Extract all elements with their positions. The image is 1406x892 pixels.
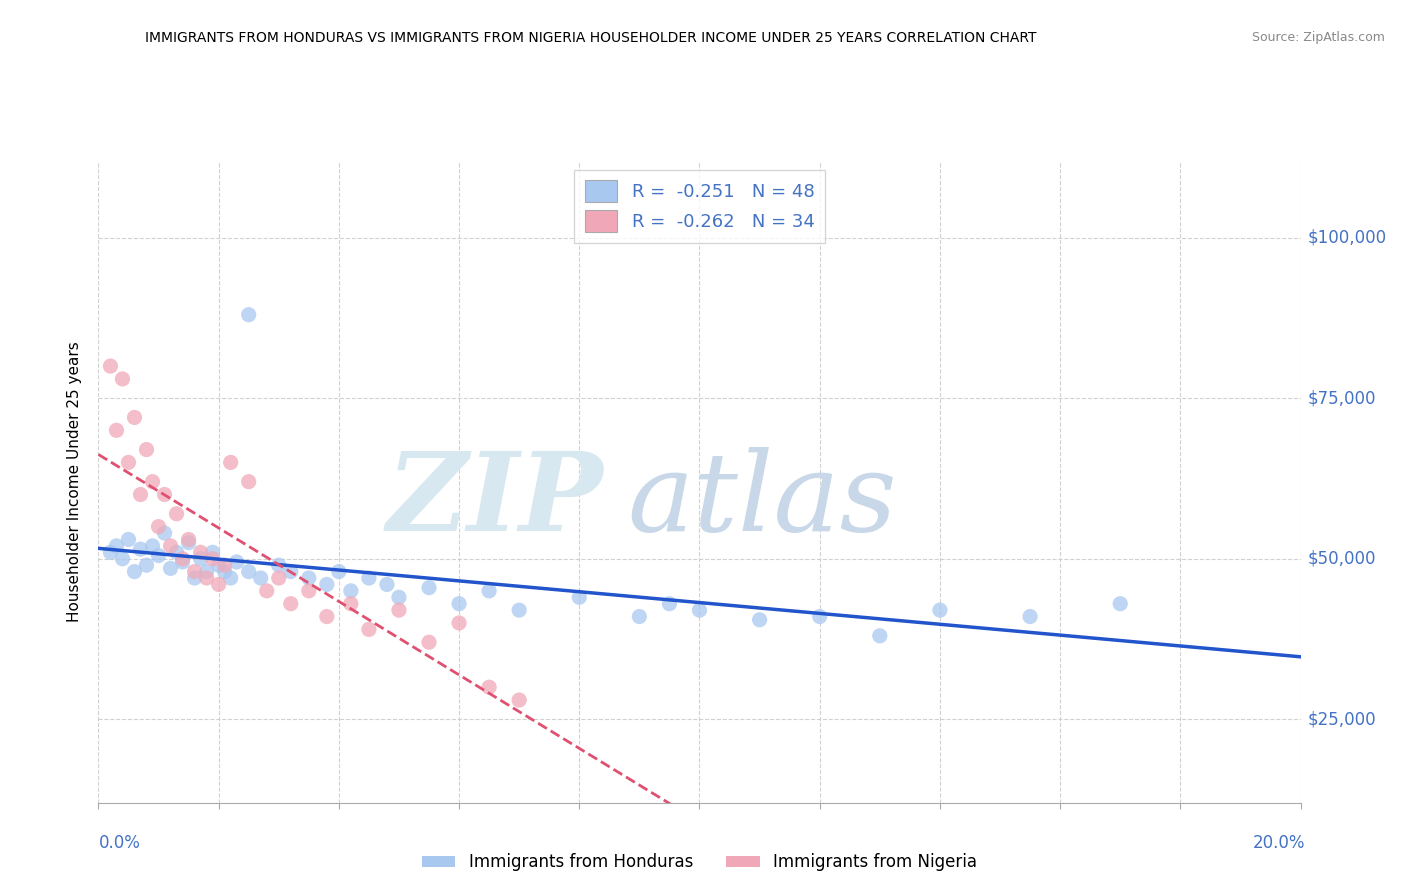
Point	[688, 603, 710, 617]
Point	[267, 571, 290, 585]
Point	[256, 583, 278, 598]
Point	[177, 533, 200, 547]
Point	[298, 571, 321, 585]
Point	[418, 581, 440, 595]
Point	[869, 629, 891, 643]
Point	[219, 455, 242, 469]
Text: IMMIGRANTS FROM HONDURAS VS IMMIGRANTS FROM NIGERIA HOUSEHOLDER INCOME UNDER 25 : IMMIGRANTS FROM HONDURAS VS IMMIGRANTS F…	[145, 31, 1036, 45]
Point	[508, 693, 530, 707]
Point	[225, 555, 247, 569]
Point	[315, 577, 337, 591]
Point	[238, 565, 260, 579]
Point	[183, 565, 205, 579]
Point	[280, 597, 302, 611]
Point	[388, 591, 411, 605]
Point	[375, 577, 398, 591]
Point	[478, 680, 501, 694]
Point	[447, 615, 470, 630]
Point	[219, 571, 242, 585]
Point	[117, 455, 139, 469]
Point	[148, 519, 170, 533]
Point	[195, 565, 218, 579]
Text: $75,000: $75,000	[1308, 389, 1376, 407]
Point	[105, 423, 128, 437]
Point	[357, 571, 380, 585]
Point	[190, 551, 212, 566]
Legend: R =  -0.251   N = 48, R =  -0.262   N = 34: R = -0.251 N = 48, R = -0.262 N = 34	[574, 169, 825, 243]
Point	[208, 577, 231, 591]
Point	[508, 603, 530, 617]
Point	[808, 609, 831, 624]
Text: 20.0%: 20.0%	[1253, 834, 1305, 852]
Point	[748, 613, 770, 627]
Point	[929, 603, 952, 617]
Point	[340, 583, 363, 598]
Text: $100,000: $100,000	[1308, 228, 1386, 246]
Point	[135, 558, 157, 573]
Point	[478, 583, 501, 598]
Point	[105, 539, 128, 553]
Point	[568, 591, 591, 605]
Point	[141, 539, 163, 553]
Point	[135, 442, 157, 457]
Text: ZIP: ZIP	[387, 447, 603, 555]
Point	[238, 475, 260, 489]
Point	[153, 487, 176, 501]
Point	[195, 571, 218, 585]
Point	[315, 609, 337, 624]
Point	[1019, 609, 1042, 624]
Point	[1109, 597, 1132, 611]
Point	[340, 597, 363, 611]
Point	[100, 545, 122, 559]
Point	[129, 542, 152, 557]
Point	[100, 359, 122, 373]
Point	[124, 410, 146, 425]
Point	[177, 535, 200, 549]
Point	[124, 565, 146, 579]
Text: atlas: atlas	[627, 447, 897, 555]
Point	[166, 545, 188, 559]
Point	[159, 561, 181, 575]
Point	[214, 565, 236, 579]
Point	[183, 571, 205, 585]
Point	[159, 539, 181, 553]
Point	[280, 565, 302, 579]
Point	[111, 551, 134, 566]
Point	[658, 597, 681, 611]
Point	[141, 475, 163, 489]
Point	[238, 308, 260, 322]
Point	[201, 545, 224, 559]
Point	[214, 558, 236, 573]
Point	[267, 558, 290, 573]
Point	[447, 597, 470, 611]
Point	[388, 603, 411, 617]
Y-axis label: Householder Income Under 25 years: Householder Income Under 25 years	[67, 342, 83, 622]
Point	[172, 551, 194, 566]
Point	[148, 549, 170, 563]
Text: Source: ZipAtlas.com: Source: ZipAtlas.com	[1251, 31, 1385, 45]
Point	[117, 533, 139, 547]
Point	[208, 558, 231, 573]
Point	[201, 551, 224, 566]
Point	[628, 609, 651, 624]
Point	[357, 623, 380, 637]
Point	[166, 507, 188, 521]
Point	[328, 565, 350, 579]
Point	[129, 487, 152, 501]
Point	[190, 545, 212, 559]
Point	[418, 635, 440, 649]
Text: $50,000: $50,000	[1308, 549, 1376, 567]
Point	[172, 555, 194, 569]
Point	[111, 372, 134, 386]
Text: $25,000: $25,000	[1308, 710, 1376, 728]
Point	[249, 571, 271, 585]
Point	[298, 583, 321, 598]
Point	[153, 526, 176, 541]
Text: 0.0%: 0.0%	[98, 834, 141, 852]
